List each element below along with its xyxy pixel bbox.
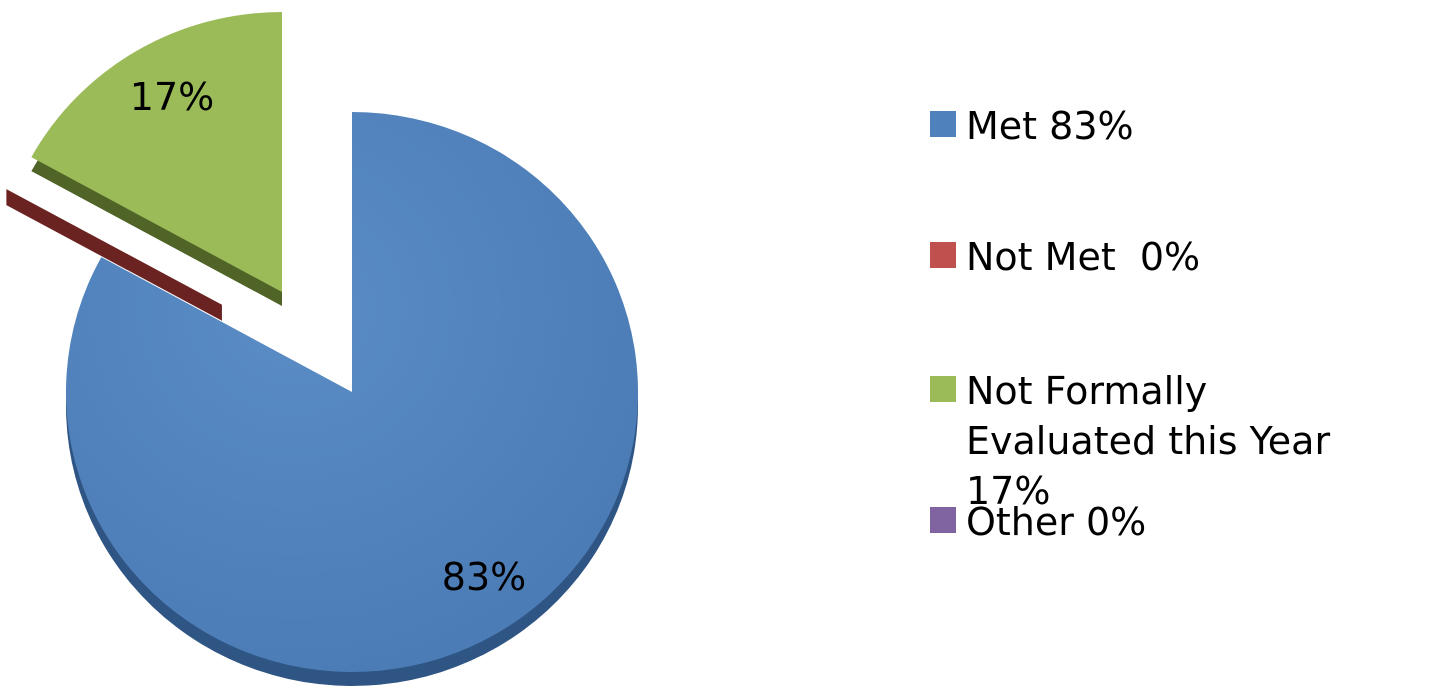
legend-item-not-met: Not Met 0%	[930, 232, 1200, 282]
pie-chart: 83% 17%	[6, 12, 638, 686]
legend-label-other: Other 0%	[966, 500, 1147, 544]
legend-swatch-not-formally-evaluated	[930, 376, 956, 402]
legend-item-other: Other 0%	[930, 497, 1146, 547]
legend-swatch-not-met	[930, 242, 956, 268]
legend-label-met: Met 83%	[966, 104, 1134, 148]
legend-label-not-formally-evaluated: Not Formally Evaluated this Year 17%	[966, 369, 1331, 513]
legend-label-not-met: Not Met 0%	[966, 235, 1201, 279]
legend-swatch-met	[930, 111, 956, 137]
pie-slice-not-formally-evaluated	[31, 12, 283, 292]
slice-label-met: 83%	[442, 555, 526, 599]
legend-item-met: Met 83%	[930, 101, 1134, 151]
pie-slice-not-met	[6, 189, 222, 321]
legend-swatch-other	[930, 507, 956, 533]
slice-label-not-formally-evaluated: 17%	[130, 75, 214, 119]
legend-item-not-formally-evaluated: Not Formally Evaluated this Year 17%	[930, 366, 1406, 516]
pie-slice-met	[65, 112, 638, 672]
